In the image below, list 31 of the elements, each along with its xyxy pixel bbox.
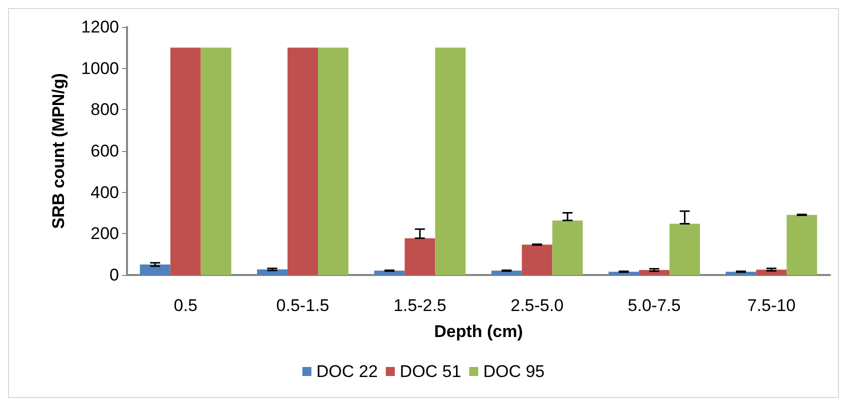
legend-label: DOC 95	[483, 362, 545, 381]
x-tick-label: 1.5-2.5	[393, 296, 446, 315]
y-tick-label: 200	[90, 224, 119, 244]
y-tick-label: 600	[90, 142, 119, 160]
bar	[786, 214, 818, 275]
bar	[756, 270, 787, 275]
bar	[140, 264, 170, 275]
legend-label: DOC 22	[316, 362, 378, 381]
bar	[404, 238, 436, 275]
x-axis-title: Depth (cm)	[434, 322, 523, 341]
y-tick-label: 400	[90, 182, 119, 202]
y-tick-label: 1000	[81, 58, 119, 78]
bar	[552, 220, 583, 275]
bar	[522, 244, 552, 275]
bar	[318, 48, 348, 275]
y-tick-label: 1200	[81, 18, 119, 36]
bar	[435, 48, 466, 275]
x-tick-label: 0.5-1.5	[276, 296, 330, 315]
bar	[170, 48, 201, 275]
legend-label: DOC 51	[400, 362, 462, 381]
y-tick-label: 0	[110, 266, 119, 284]
x-tick-label: 0.5	[174, 296, 198, 315]
x-tick-label: 5.0-7.5	[628, 296, 681, 315]
y-tick-label: 800	[90, 100, 119, 120]
bar	[200, 48, 232, 275]
x-tick-label: 7.5-10	[747, 296, 796, 315]
bar	[257, 269, 288, 275]
y-axis-title: SRB count (MPN/g)	[49, 73, 68, 229]
bar	[669, 224, 700, 275]
x-tick-label: 2.5-5.0	[510, 296, 564, 315]
bar	[288, 48, 318, 275]
